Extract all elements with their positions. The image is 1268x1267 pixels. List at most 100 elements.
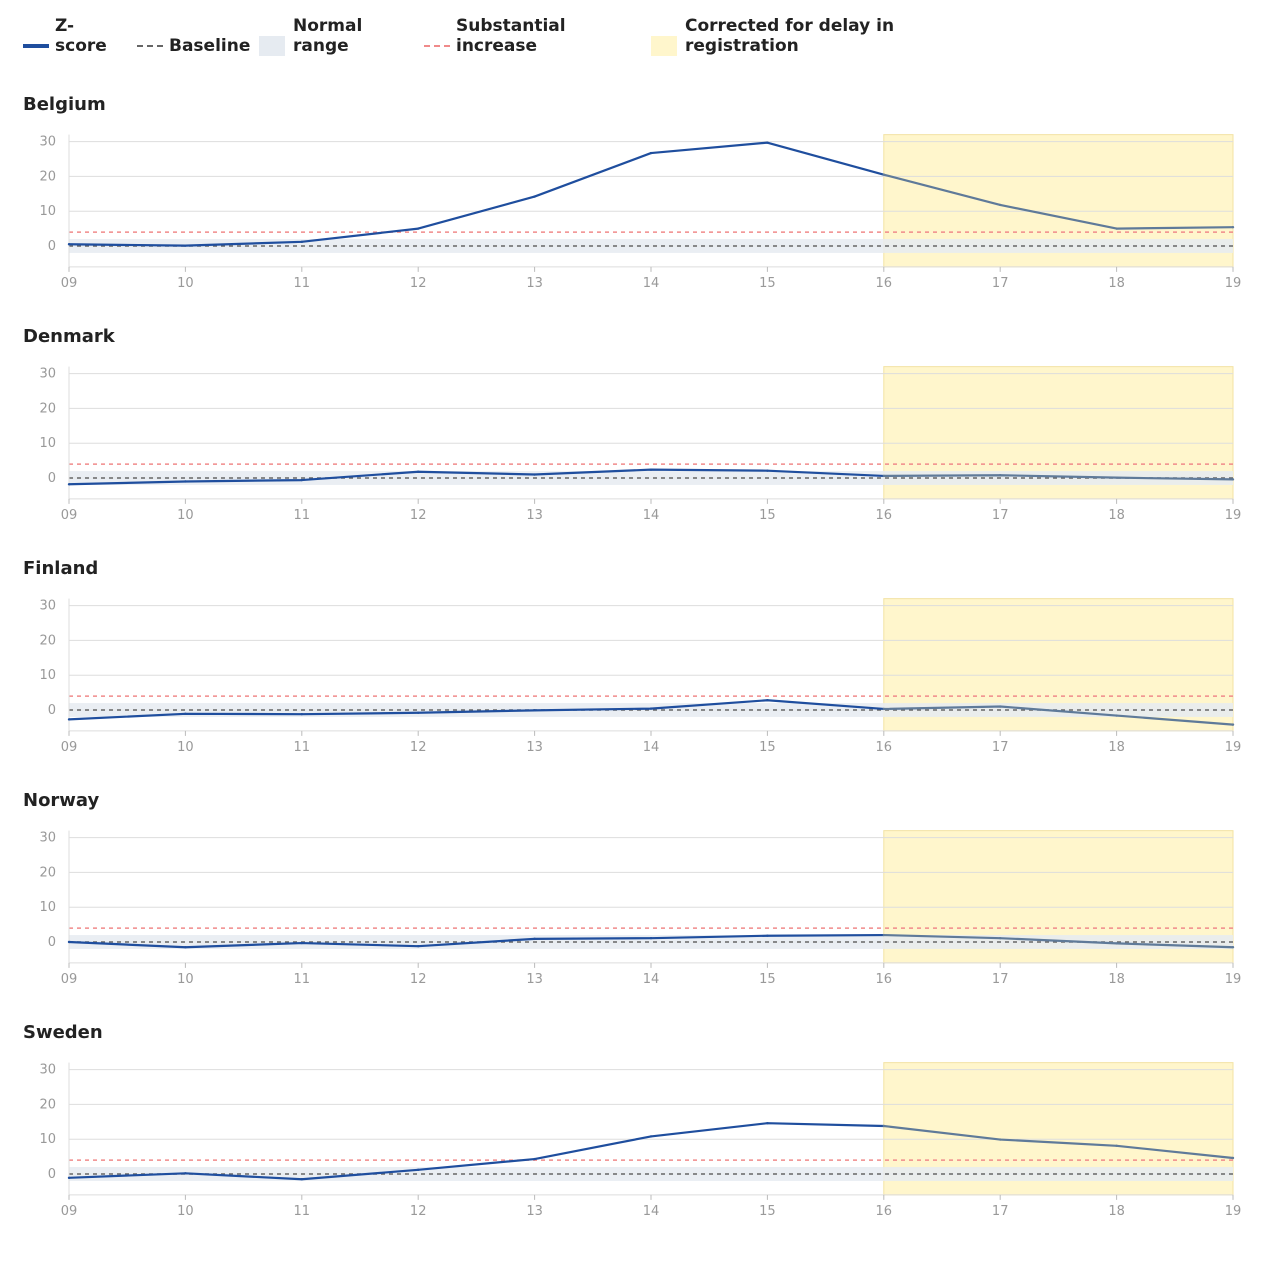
zscore-point	[649, 1135, 653, 1138]
zscore-point	[1115, 476, 1118, 479]
x-tick-label: 19	[1225, 740, 1242, 755]
panel-title-belgium: Belgium	[23, 94, 106, 115]
zscore-line-corrected	[883, 1124, 1234, 1160]
zscore-point	[999, 1138, 1002, 1141]
y-tick-label: 20	[39, 1097, 56, 1112]
panel-sweden: 0 10 20 30 09 10 11 12 13 14 15 16 17 18 19	[39, 1062, 1242, 1219]
y-tick-label: 10	[39, 204, 56, 219]
x-tick-label: 14	[643, 1204, 660, 1219]
zscore-point	[300, 478, 303, 482]
x-tick-label: 12	[410, 1204, 427, 1219]
y-tick-label: 30	[39, 599, 56, 614]
zscore-point	[999, 203, 1002, 207]
legend-corrected: Corrected for delay in registration	[651, 16, 894, 56]
x-tick-label: 10	[177, 972, 194, 987]
y-tick-label: 10	[39, 668, 56, 683]
x-tick-label: 09	[61, 1204, 78, 1219]
y-tick-label: 0	[48, 471, 56, 486]
legend-normal-range-label: Normal range	[293, 16, 363, 56]
x-tick-label: 19	[1225, 1204, 1242, 1219]
zscore-point	[184, 946, 187, 949]
x-tick-label: 15	[759, 972, 776, 987]
zscore-point	[766, 141, 769, 144]
panel-title-finland: Finland	[23, 558, 99, 579]
zscore-point	[882, 1124, 885, 1128]
zscore-point	[184, 480, 187, 483]
x-tick-label: 09	[61, 972, 78, 987]
zscore-point	[1115, 227, 1118, 230]
zscore-point	[67, 718, 71, 721]
zscore-point	[1231, 1156, 1235, 1160]
normal-range-band	[69, 1167, 1233, 1181]
zscore-point	[533, 1157, 536, 1161]
x-tick-label: 17	[992, 1204, 1009, 1219]
zscore-point	[1115, 1144, 1118, 1148]
x-tick-label: 14	[643, 740, 660, 755]
x-tick-label: 18	[1108, 740, 1125, 755]
x-tick-label: 09	[61, 508, 78, 523]
x-tick-label: 12	[410, 740, 427, 755]
baseline-swatch	[137, 45, 163, 47]
zscore-point	[300, 240, 303, 244]
y-tick-label: 10	[39, 900, 56, 915]
zscore-point	[184, 244, 187, 247]
legend-zscore: Z- score	[23, 16, 107, 56]
x-tick-label: 14	[643, 972, 660, 987]
zscore-point	[417, 470, 420, 473]
zscore-point	[184, 1172, 187, 1175]
zscore-point	[766, 469, 769, 472]
x-tick-label: 12	[410, 276, 427, 291]
x-tick-label: 13	[526, 276, 543, 291]
zscore-point	[533, 709, 536, 712]
x-tick-label: 16	[876, 1204, 893, 1219]
zscore-point	[1115, 714, 1118, 717]
zscore-point	[300, 712, 303, 716]
panel-title-denmark: Denmark	[23, 326, 115, 347]
zscore-point	[649, 707, 653, 710]
zscore-point	[417, 1168, 420, 1172]
zscore-line	[68, 468, 884, 486]
zscore-point	[1231, 946, 1235, 949]
zscore-point	[649, 151, 653, 155]
x-tick-label: 17	[992, 276, 1009, 291]
legend-normal-range: Normal range	[259, 16, 362, 56]
panel-title-sweden: Sweden	[23, 1022, 103, 1043]
zscore-line-corrected	[883, 933, 1234, 949]
x-tick-label: 15	[759, 1204, 776, 1219]
zscore-point	[649, 468, 653, 471]
y-tick-label: 20	[39, 633, 56, 648]
x-tick-label: 10	[177, 508, 194, 523]
x-tick-label: 18	[1108, 508, 1125, 523]
x-tick-label: 12	[410, 508, 427, 523]
x-tick-label: 12	[410, 972, 427, 987]
panel-norway: 0 10 20 30 09 10 11 12 13 14 15 16 17 18 19	[39, 830, 1241, 987]
x-tick-label: 14	[643, 276, 660, 291]
y-tick-label: 20	[39, 401, 56, 416]
x-tick-label: 09	[61, 740, 78, 755]
x-tick-label: 10	[177, 1204, 194, 1219]
zscore-point	[766, 699, 769, 702]
x-tick-label: 16	[876, 508, 893, 523]
normal-range-swatch	[259, 36, 285, 56]
zscore-line	[68, 141, 885, 247]
x-tick-label: 13	[526, 1204, 543, 1219]
zscore-point	[533, 195, 536, 198]
corrected-swatch	[651, 36, 677, 56]
zscore-point	[882, 707, 885, 711]
x-tick-label: 10	[177, 276, 194, 291]
zscore-point	[999, 705, 1002, 708]
zscore-line-corrected	[883, 705, 1234, 726]
zscore-point	[999, 474, 1002, 477]
zscore-point	[67, 1176, 71, 1180]
x-tick-label: 11	[294, 972, 311, 987]
x-tick-label: 19	[1225, 508, 1242, 523]
x-tick-label: 17	[992, 972, 1009, 987]
zscore-point	[67, 243, 71, 246]
x-tick-label: 09	[61, 276, 78, 291]
x-tick-label: 13	[526, 972, 543, 987]
panel-denmark: 0 10 20 30 09 10 11 12 13 14 15 16 17 18 19	[39, 366, 1242, 523]
zscore-point	[533, 937, 536, 941]
zscore-point	[649, 936, 653, 940]
zscore-point	[882, 933, 885, 937]
